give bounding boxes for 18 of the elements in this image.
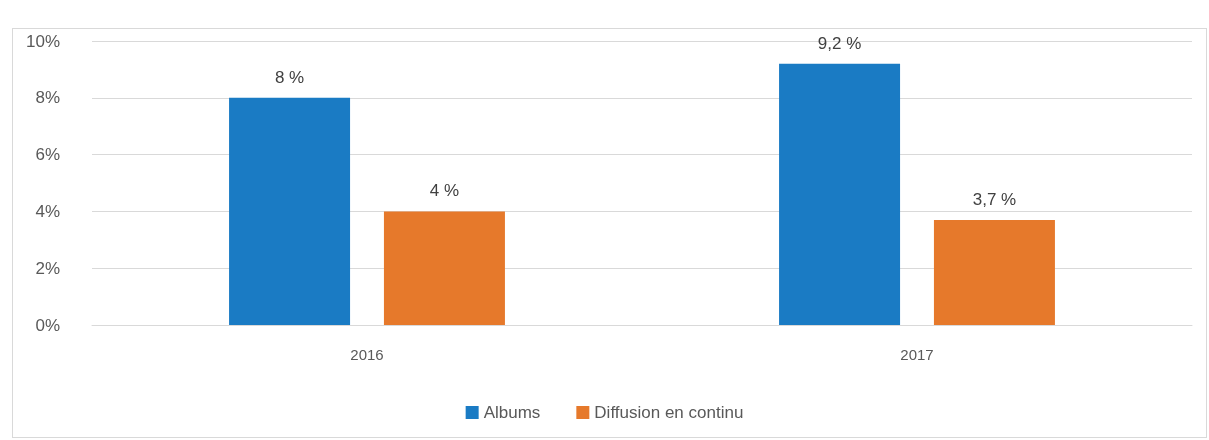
x-tick-label: 2017: [900, 346, 934, 363]
bar: [229, 97, 351, 325]
y-tick-label: 6%: [35, 145, 60, 165]
data-label: 4 %: [429, 181, 460, 201]
legend-label: Diffusion en continu: [594, 403, 744, 422]
bar: [933, 219, 1055, 325]
legend-label: Albums: [483, 403, 541, 422]
bar: [779, 63, 901, 325]
bar: [383, 211, 505, 325]
y-tick-label: 2%: [35, 258, 60, 278]
data-label: 3,7 %: [972, 189, 1017, 209]
y-tick-label: 10%: [25, 31, 60, 51]
y-tick-label: 8%: [35, 88, 60, 108]
y-tick-label: 0%: [35, 315, 60, 335]
data-label: 8 %: [274, 67, 305, 87]
x-tick-label: 2016: [350, 346, 384, 363]
data-label: 9,2 %: [817, 33, 862, 53]
y-tick-label: 4%: [35, 201, 60, 221]
